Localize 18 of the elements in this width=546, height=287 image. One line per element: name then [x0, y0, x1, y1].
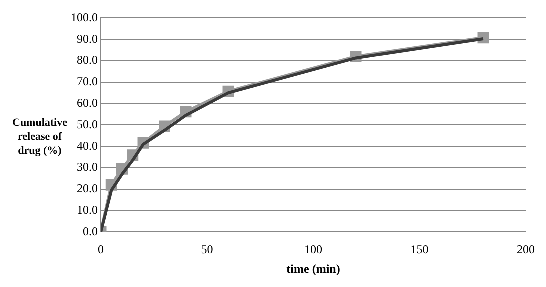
y-tick-label: 10.0 [77, 202, 98, 217]
x-tick-label: 50 [201, 242, 214, 257]
x-tick-label: 200 [517, 242, 535, 257]
y-tick-label: 60.0 [77, 96, 98, 110]
x-tick-label: 150 [410, 242, 429, 257]
x-axis-title: time (min) [286, 262, 340, 276]
y-tick-label: 80.0 [77, 53, 98, 68]
y-tick-label: 70.0 [77, 74, 98, 89]
y-tick-label: 20.0 [77, 182, 98, 196]
y-tick-label: 40.0 [77, 138, 98, 153]
y-tick-label: 30.0 [77, 160, 98, 174]
y-tick-label: 100.0 [71, 10, 98, 24]
x-tick-label: 100 [304, 242, 322, 257]
y-tick-label: 50.0 [77, 117, 98, 132]
y-tick-label: 90.0 [77, 32, 98, 46]
y-tick-label: 0.0 [83, 224, 98, 238]
x-tick-label: 0 [98, 242, 104, 257]
y-axis-title: Cumulative release of drug (%) [12, 116, 68, 158]
